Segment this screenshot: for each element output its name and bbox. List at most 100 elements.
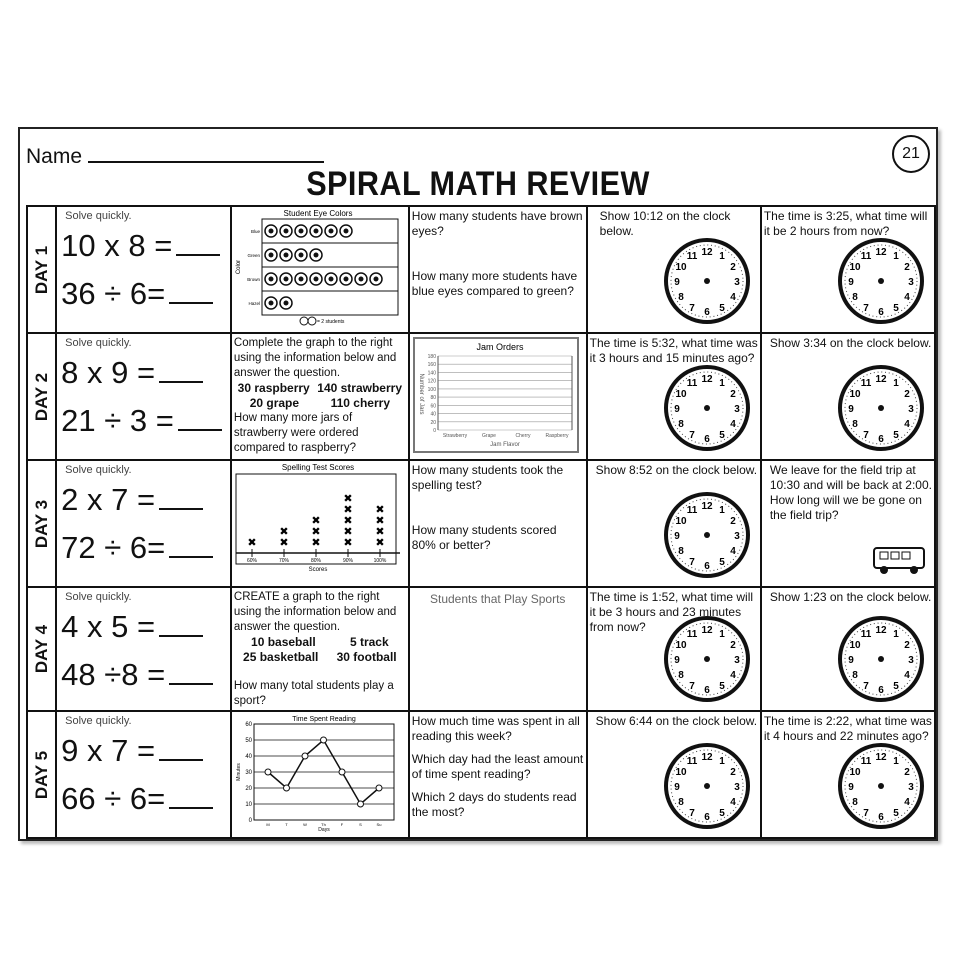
data-point (319, 736, 327, 744)
x-tick-label: 100% (374, 558, 387, 564)
answer-blank[interactable] (169, 783, 214, 809)
name-field[interactable]: Name (26, 141, 325, 169)
sports-graph-area[interactable]: Students that Play Sports (407, 586, 588, 712)
svg-text:9: 9 (674, 782, 680, 793)
x-mark: ✖ (279, 526, 288, 538)
svg-text:12: 12 (875, 625, 887, 636)
x-mark: ✖ (343, 504, 352, 516)
svg-text:4: 4 (730, 292, 736, 303)
clock-icon[interactable]: 1 2 3 4 5 6 7 8 9 10 11 12 (662, 236, 752, 330)
y-tick-label: 120 (427, 379, 436, 385)
svg-text:7: 7 (863, 681, 869, 692)
day-label: DAY 3 (25, 459, 58, 588)
svg-text:11: 11 (687, 756, 698, 767)
category-label: Blue (251, 229, 261, 234)
chart-title: Student Eye Colors (283, 209, 352, 218)
svg-text:12: 12 (701, 752, 713, 763)
y-tick-label: 50 (245, 738, 252, 744)
answer-blank[interactable] (159, 484, 204, 510)
x-tick-label: S (359, 822, 362, 827)
svg-text:2: 2 (730, 640, 736, 651)
clock-icon[interactable]: 1 2 3 4 5 6 7 8 9 10 11 12 (662, 614, 752, 708)
svg-text:8: 8 (678, 546, 684, 557)
svg-text:2: 2 (730, 262, 736, 273)
answer-blank[interactable] (169, 278, 214, 304)
clock-icon[interactable]: 1 2 3 4 5 6 7 8 9 10 11 12 (662, 490, 752, 584)
svg-text:10: 10 (849, 767, 861, 778)
svg-text:9: 9 (848, 655, 854, 666)
svg-text:8: 8 (852, 797, 858, 808)
svg-text:8: 8 (678, 292, 684, 303)
x-tick-label: M (266, 822, 269, 827)
svg-text:11: 11 (687, 251, 698, 262)
answer-blank[interactable] (176, 230, 221, 256)
y-tick-label: 180 (427, 354, 436, 360)
x-mark: ✖ (343, 493, 352, 505)
svg-text:2: 2 (904, 767, 910, 778)
svg-text:5: 5 (719, 430, 725, 441)
svg-text:11: 11 (861, 251, 872, 262)
x-axis-label: Days (318, 827, 330, 832)
x-axis-label: Jam Flavor (490, 442, 520, 448)
svg-text:7: 7 (689, 303, 695, 314)
key-symbol (299, 316, 309, 326)
clock-icon[interactable]: 1 2 3 4 5 6 7 8 9 10 11 12 (836, 741, 926, 835)
svg-text:5: 5 (719, 303, 725, 314)
x-mark: ✖ (311, 537, 320, 549)
data-point (338, 768, 346, 776)
svg-text:3: 3 (908, 655, 914, 666)
y-tick-label: 60 (245, 722, 252, 728)
chart-title: Time Spent Reading (292, 716, 356, 723)
svg-text:10: 10 (675, 262, 687, 273)
x-mark: ✖ (343, 537, 352, 549)
svg-text:5: 5 (719, 808, 725, 819)
x-tick-label: 80% (311, 558, 322, 564)
svg-text:12: 12 (701, 374, 713, 385)
x-axis-label: Scores (309, 567, 328, 573)
svg-text:10: 10 (675, 516, 687, 527)
review-grid: DAY 1 Solve quickly. 10 x 8 = 36 ÷ 6= Stud… (25, 205, 937, 839)
svg-text:2: 2 (730, 516, 736, 527)
spelling-scores-chart: Spelling Test Scores 60% ✖ 70% ✖ ✖ 80% ✖ ✖ ✖ 90% ✖ ✖… (229, 459, 410, 588)
clock-icon[interactable]: 1 2 3 4 5 6 7 8 9 10 11 12 (662, 741, 752, 835)
x-tick-label: F (341, 822, 344, 827)
svg-text:7: 7 (689, 557, 695, 568)
y-tick-label: 80 (430, 395, 436, 401)
svg-text:4: 4 (730, 670, 736, 681)
svg-text:10: 10 (675, 640, 687, 651)
svg-text:8: 8 (852, 292, 858, 303)
svg-text:5: 5 (893, 681, 899, 692)
svg-text:4: 4 (904, 292, 910, 303)
jam-orders-chart[interactable]: Jam Orders 0 20 40 60 80 100 120 140 160 180 Number… (407, 332, 588, 461)
answer-blank[interactable] (159, 357, 204, 383)
answer-blank[interactable] (169, 659, 214, 685)
worksheet: Name 21 SPIRAL MATH REVIEW DAY 1 Solve q… (18, 127, 938, 841)
clock-icon[interactable]: 1 2 3 4 5 6 7 8 9 10 11 12 (836, 614, 926, 708)
y-tick-label: 0 (249, 818, 253, 824)
svg-text:2: 2 (904, 389, 910, 400)
svg-text:10: 10 (675, 767, 687, 778)
svg-text:6: 6 (878, 307, 884, 318)
svg-text:7: 7 (689, 808, 695, 819)
svg-text:6: 6 (878, 434, 884, 445)
page-number-badge: 21 (892, 135, 930, 173)
svg-text:12: 12 (875, 374, 887, 385)
x-tick-label: 70% (279, 558, 290, 564)
name-line[interactable] (88, 141, 325, 163)
y-tick-label: 20 (430, 420, 436, 426)
y-tick-label: 30 (245, 770, 252, 776)
clock-icon[interactable]: 1 2 3 4 5 6 7 8 9 10 11 12 (836, 236, 926, 330)
answer-blank[interactable] (169, 532, 214, 558)
answer-blank[interactable] (159, 611, 204, 637)
svg-text:3: 3 (734, 277, 740, 288)
clock-icon[interactable]: 1 2 3 4 5 6 7 8 9 10 11 12 (836, 363, 926, 457)
svg-text:5: 5 (893, 808, 899, 819)
answer-blank[interactable] (159, 735, 204, 761)
x-mark: ✖ (375, 526, 384, 538)
clock-icon[interactable]: 1 2 3 4 5 6 7 8 9 10 11 12 (662, 363, 752, 457)
svg-text:1: 1 (719, 629, 725, 640)
svg-text:7: 7 (689, 681, 695, 692)
answer-blank[interactable] (177, 405, 222, 431)
svg-text:12: 12 (701, 247, 713, 258)
school-bus-icon (872, 544, 928, 580)
